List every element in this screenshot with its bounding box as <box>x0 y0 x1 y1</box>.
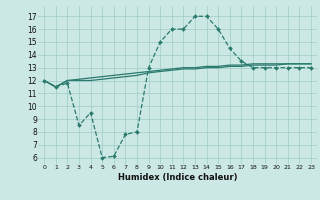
X-axis label: Humidex (Indice chaleur): Humidex (Indice chaleur) <box>118 173 237 182</box>
